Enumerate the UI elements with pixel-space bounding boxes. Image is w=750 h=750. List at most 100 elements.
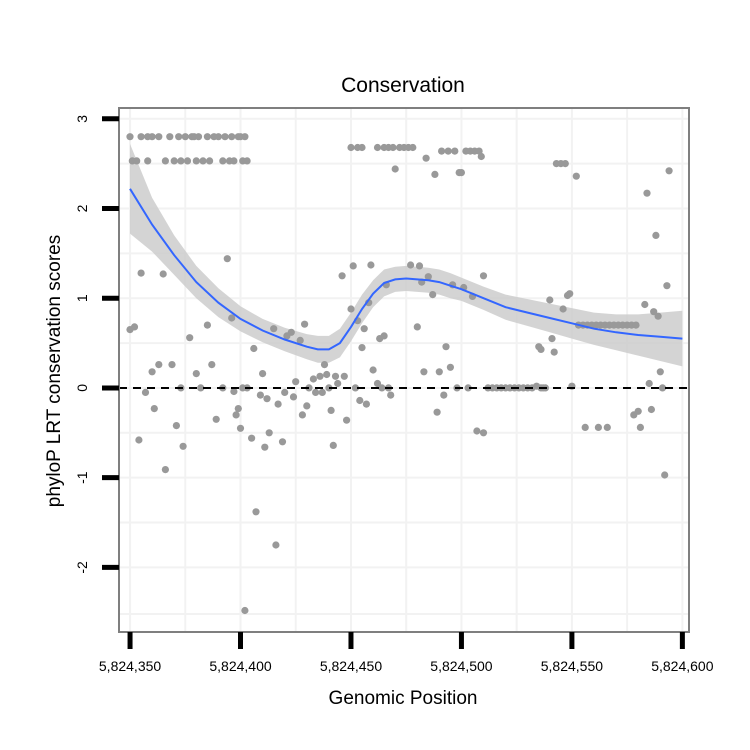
grid <box>119 108 689 632</box>
data-point <box>656 368 664 376</box>
data-point <box>316 372 324 380</box>
data-point <box>581 423 589 431</box>
data-point <box>632 321 640 329</box>
data-point <box>347 143 355 152</box>
data-point <box>323 370 331 379</box>
data-point <box>548 335 556 343</box>
data-point <box>594 423 603 431</box>
data-point <box>161 466 169 474</box>
data-point <box>435 368 443 376</box>
data-point <box>199 157 207 165</box>
data-point <box>318 388 326 396</box>
data-point <box>241 133 249 141</box>
data-point <box>281 388 289 396</box>
data-point <box>546 296 554 304</box>
data-point <box>338 272 346 280</box>
data-point <box>223 255 231 263</box>
data-point <box>559 305 567 313</box>
x-tick-label: 5,824,600 <box>651 658 713 674</box>
data-point <box>369 366 377 374</box>
data-point <box>415 262 424 270</box>
data-point <box>362 400 370 408</box>
data-point <box>141 388 150 396</box>
data-point <box>407 261 415 269</box>
data-point <box>360 325 368 333</box>
data-point <box>643 189 651 197</box>
data-point <box>420 368 428 376</box>
data-point <box>561 160 569 168</box>
data-point <box>250 344 258 353</box>
data-point <box>234 405 242 413</box>
data-point <box>645 379 653 388</box>
data-point <box>475 147 483 155</box>
data-point <box>444 147 452 155</box>
data-points <box>126 133 673 615</box>
data-point <box>221 133 229 141</box>
data-point <box>451 147 459 155</box>
data-point <box>603 423 611 431</box>
data-point <box>181 133 189 141</box>
data-point <box>170 157 178 165</box>
data-point <box>457 169 465 177</box>
data-point <box>320 361 329 369</box>
data-point <box>652 231 660 239</box>
data-point <box>159 270 167 278</box>
data-point <box>232 411 240 419</box>
data-point <box>168 361 176 369</box>
data-point <box>442 343 450 351</box>
data-point <box>241 606 249 615</box>
data-point <box>203 133 211 141</box>
data-point <box>155 133 163 141</box>
confidence-ribbon <box>130 143 683 367</box>
data-point <box>380 332 388 340</box>
y-tick-label: 0 <box>74 384 90 392</box>
data-point <box>661 471 669 479</box>
data-point <box>378 384 386 392</box>
data-point <box>248 434 256 442</box>
data-point <box>343 416 351 424</box>
data-point <box>537 345 545 353</box>
data-point <box>373 143 382 152</box>
data-point <box>422 154 430 162</box>
data-point <box>289 393 298 401</box>
data-point <box>263 395 271 403</box>
data-point <box>186 334 194 342</box>
data-point <box>572 172 580 180</box>
data-point <box>206 157 214 165</box>
data-point <box>389 143 397 152</box>
smooth-line-group <box>119 188 689 389</box>
data-point <box>340 372 348 380</box>
data-point <box>312 388 320 396</box>
x-tick-label: 5,824,350 <box>99 658 161 674</box>
data-point <box>219 157 227 165</box>
data-point <box>150 405 158 413</box>
data-point <box>137 133 145 141</box>
data-point <box>479 429 488 437</box>
data-point <box>301 320 309 328</box>
data-point <box>230 387 238 396</box>
data-point <box>464 384 472 392</box>
data-point <box>208 361 216 369</box>
y-tick-label: -2 <box>74 561 90 574</box>
data-point <box>252 508 260 516</box>
data-point <box>236 424 245 432</box>
y-axis-label: phyloP LRT conservation scores <box>44 235 65 508</box>
y-tick-label: -1 <box>74 471 90 484</box>
data-point <box>477 152 485 161</box>
data-point <box>148 133 156 141</box>
data-point <box>292 378 300 386</box>
x-tick-label: 5,824,500 <box>430 658 492 674</box>
data-point <box>647 405 656 414</box>
data-point <box>358 344 366 352</box>
x-tick-label: 5,824,400 <box>209 658 271 674</box>
data-point <box>636 423 645 431</box>
y-tick-label: 1 <box>74 294 90 302</box>
data-point <box>243 157 251 165</box>
data-point <box>172 422 180 430</box>
data-point <box>144 157 152 165</box>
data-point <box>261 443 269 451</box>
data-point <box>641 300 649 309</box>
data-point <box>214 133 222 141</box>
data-point <box>272 541 280 549</box>
data-point <box>663 282 671 290</box>
